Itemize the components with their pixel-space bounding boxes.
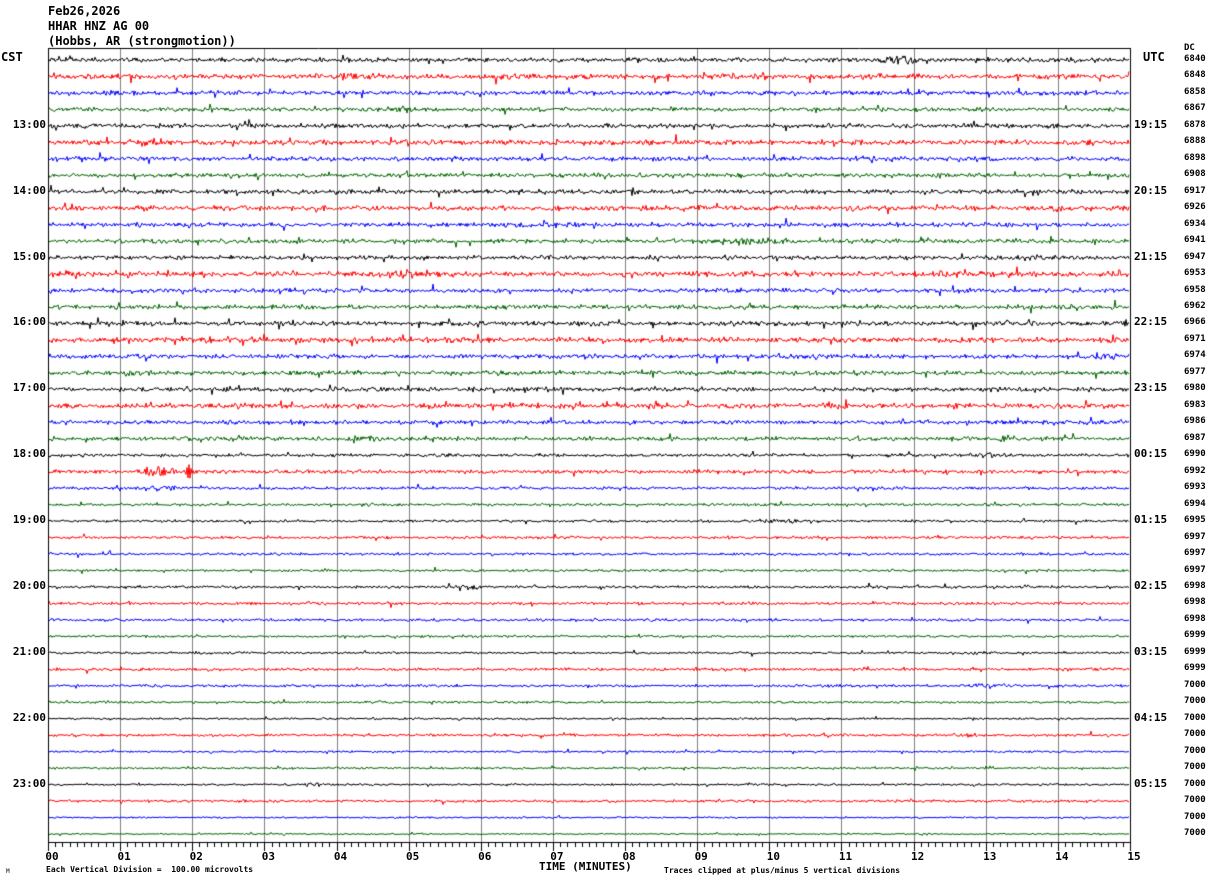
dc-offset-value: 7000 (1184, 778, 1206, 789)
utc-hour-label: 03:15 (1134, 644, 1168, 658)
left-timezone-label: CST (1, 50, 23, 64)
x-tick-label: 05 (406, 850, 420, 863)
dc-offset-value: 6947 (1184, 251, 1206, 262)
x-tick-label: 15 (1127, 850, 1141, 863)
plot-date: Feb26,2026 (48, 4, 121, 18)
utc-hour-label: 01:15 (1134, 513, 1168, 527)
x-tick-label: 07 (550, 850, 564, 863)
station-location: (Hobbs, AR (strongmotion)) (48, 34, 236, 48)
title-block: Feb26,2026 HHAR HNZ AG 00 (Hobbs, AR (st… (48, 4, 236, 49)
x-tick-label: 11 (838, 850, 853, 863)
x-tick-label: 14 (1055, 850, 1069, 863)
right-timezone-label: UTC (1143, 50, 1165, 64)
dc-offset-value: 6993 (1184, 482, 1206, 493)
dc-offset-value: 6994 (1184, 498, 1206, 509)
dc-offset-value: 7000 (1184, 828, 1206, 838)
x-tick-label: 06 (478, 850, 492, 863)
dc-offset-value: 6953 (1184, 268, 1206, 279)
utc-hour-label: 19:15 (1134, 117, 1168, 131)
dc-offset-value: 6998 (1184, 613, 1206, 624)
dc-offset-value: 6983 (1184, 399, 1206, 410)
dc-offset-value: 6986 (1184, 416, 1206, 427)
dc-offset-value: 7000 (1184, 762, 1206, 773)
x-tick-label: 03 (261, 850, 276, 863)
dc-offset-value: 6998 (1184, 597, 1206, 608)
dc-offset-value: 7000 (1184, 729, 1206, 740)
x-tick-label: 02 (189, 850, 203, 863)
dc-offset-value: 7000 (1184, 811, 1206, 822)
dc-offset-value: 6958 (1184, 284, 1206, 295)
watermark-glyph: M (6, 868, 10, 875)
dc-offset-value: 7000 (1184, 712, 1206, 723)
dc-offset-value: 6867 (1184, 103, 1206, 114)
dc-offset-value: 6908 (1184, 169, 1206, 180)
cst-hour-label: 22:00 (12, 710, 46, 724)
utc-hour-label: 21:15 (1134, 249, 1168, 263)
dc-offset-value: 6999 (1184, 646, 1206, 657)
x-tick-label: 00 (45, 850, 59, 863)
utc-hour-label: 22:15 (1134, 315, 1168, 329)
x-tick-label: 04 (333, 850, 348, 863)
dc-offset-value: 6999 (1184, 630, 1206, 641)
x-tick-label: 10 (766, 850, 780, 863)
cst-hour-label: 15:00 (12, 249, 46, 263)
dc-offset-value: 6926 (1184, 202, 1206, 213)
utc-hour-label: 23:15 (1134, 381, 1168, 395)
cst-hour-label: 18:00 (12, 447, 46, 461)
cst-hour-label: 17:00 (12, 381, 46, 395)
dc-offset-value: 6966 (1184, 317, 1206, 328)
x-tick-label: 13 (983, 850, 997, 863)
scale-note: Each Vertical Division = 100.00 microvol… (46, 865, 254, 874)
dc-offset-value: 6962 (1184, 301, 1206, 312)
dc-offset-value: 6987 (1184, 432, 1206, 443)
cst-hour-label: 13:00 (12, 117, 46, 131)
dc-offset-value: 6992 (1184, 465, 1206, 476)
cst-hour-label: 19:00 (12, 513, 46, 527)
dc-offset-value: 6995 (1184, 515, 1206, 526)
dc-offset-value: 6997 (1184, 531, 1206, 542)
station-code: HHAR HNZ AG 00 (48, 19, 150, 33)
dc-offset-value: 6980 (1184, 383, 1206, 394)
dc-offset-value: 7000 (1184, 795, 1206, 806)
utc-hour-label: 05:15 (1134, 776, 1168, 790)
dc-offset-value: 6999 (1184, 663, 1206, 674)
dc-offset-value: 6888 (1184, 136, 1206, 147)
dc-offset-value: 6974 (1184, 350, 1206, 361)
dc-offset-value: 6848 (1184, 70, 1206, 81)
utc-hour-label: 04:15 (1134, 710, 1168, 724)
utc-hour-label: 20:15 (1134, 183, 1168, 197)
dc-offset-value: 6917 (1184, 185, 1206, 196)
x-tick-label: 12 (910, 850, 925, 863)
dc-offset-value: 6898 (1184, 152, 1206, 163)
x-tick-label: 09 (694, 850, 708, 863)
dc-offset-value: 6941 (1184, 235, 1206, 246)
x-tick-label: 01 (117, 850, 131, 863)
utc-hour-label: 02:15 (1134, 578, 1168, 592)
x-tick-label: 08 (622, 850, 636, 863)
dc-offset-value: 6997 (1184, 564, 1206, 575)
cst-hour-label: 16:00 (12, 315, 46, 329)
dc-offset-value: 6934 (1184, 218, 1206, 229)
dc-offset-value: 7000 (1184, 696, 1206, 707)
utc-hour-label: 00:15 (1134, 447, 1168, 461)
dc-offset-value: 7000 (1184, 679, 1206, 690)
dc-offset-value: 6840 (1184, 54, 1206, 64)
clip-note: Traces clipped at plus/minus 5 vertical … (664, 866, 901, 875)
x-axis-title: TIME (MINUTES) (539, 860, 632, 873)
dc-offset-value: 6998 (1184, 580, 1206, 591)
dc-offset-value: 6997 (1184, 548, 1206, 559)
dc-offset-value: 6971 (1184, 333, 1206, 344)
dc-offset-value: 7000 (1184, 745, 1206, 756)
dc-offset-value: 6858 (1184, 86, 1206, 97)
cst-hour-label: 14:00 (12, 183, 46, 197)
dc-offset-value: 6990 (1184, 449, 1206, 460)
dc-offset-header: DC (1184, 43, 1195, 53)
cst-hour-label: 20:00 (12, 578, 46, 592)
dc-offset-value: 6878 (1184, 119, 1206, 130)
dc-offset-value: 6977 (1184, 366, 1206, 377)
cst-hour-label: 23:00 (12, 776, 46, 790)
cst-hour-label: 21:00 (12, 644, 46, 658)
